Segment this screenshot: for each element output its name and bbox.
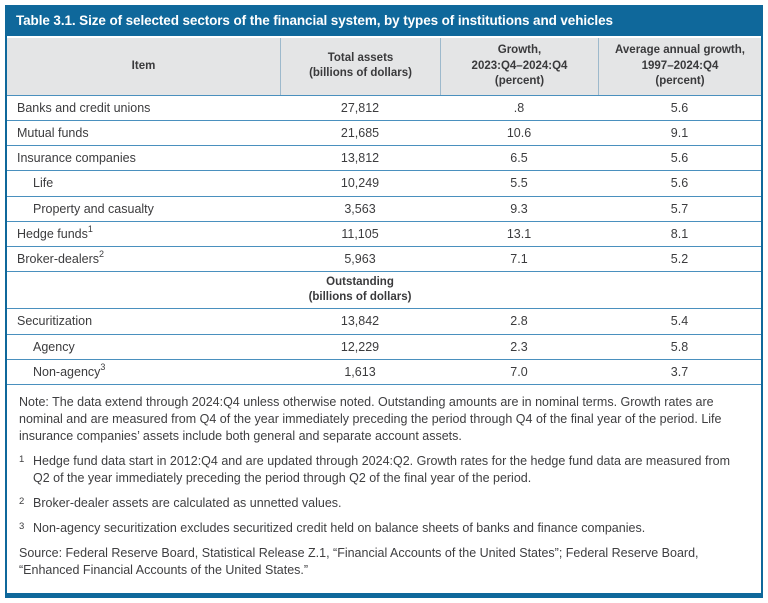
- table-row-property-casualty: Property and casualty 3,563 9.3 5.7: [7, 197, 761, 222]
- table-row-mutual-funds: Mutual funds 21,685 10.6 9.1: [7, 121, 761, 147]
- cell-total-assets: 21,685: [340, 126, 380, 141]
- footnote-marker: 2: [98, 248, 104, 259]
- cell-total-assets: 11,105: [341, 226, 379, 241]
- section-header-label: Outstanding (billions of dollars): [308, 275, 412, 304]
- cell-avg-growth: 5.6: [670, 176, 689, 191]
- row-label: Property and casualty: [33, 201, 154, 216]
- row-label: Hedge funds1: [17, 223, 93, 241]
- cell-total-assets: 12,229: [340, 339, 380, 354]
- footnote-1: 1 Hedge fund data start in 2012:Q4 and a…: [19, 453, 749, 487]
- footnote-2-marker: 2: [19, 495, 25, 507]
- cell-total-assets: 5,963: [344, 251, 376, 266]
- row-label: Non-agency3: [33, 361, 106, 379]
- footnote-marker: 3: [100, 361, 106, 372]
- cell-avg-growth: 5.6: [670, 151, 689, 166]
- cell-avg-growth: 5.7: [670, 201, 689, 216]
- cell-growth: 2.3: [510, 339, 528, 354]
- cell-growth: .8: [513, 100, 525, 115]
- cell-growth: 10.6: [506, 126, 532, 141]
- cell-total-assets: 13,812: [340, 151, 380, 166]
- cell-growth: 2.8: [510, 314, 528, 329]
- cell-growth: 6.5: [510, 151, 528, 166]
- column-header-avg-annual-growth: Average annual growth, 1997–2024:Q4 (per…: [598, 38, 761, 95]
- row-label: Mutual funds: [17, 126, 89, 141]
- cell-total-assets: 10,249: [340, 176, 380, 191]
- cell-growth: 7.1: [510, 251, 528, 266]
- footnote-marker: 1: [87, 223, 93, 234]
- cell-avg-growth: 5.6: [670, 100, 689, 115]
- column-header-item: Item: [131, 59, 156, 72]
- cell-total-assets: 3,563: [344, 201, 376, 216]
- note-paragraph: Note: The data extend through 2024:Q4 un…: [19, 394, 722, 443]
- table-section-outstanding: Outstanding (billions of dollars): [7, 272, 761, 310]
- footnote-3: 3 Non-agency securitization excludes sec…: [19, 520, 749, 537]
- column-header-growth: Growth, 2023:Q4–2024:Q4 (percent): [440, 38, 598, 95]
- table-row-life: Life 10,249 5.5 5.6: [7, 171, 761, 197]
- cell-growth: 9.3: [510, 201, 528, 216]
- cell-avg-growth: 5.4: [670, 314, 689, 329]
- table-row-non-agency: Non-agency3 1,613 7.0 3.7: [7, 360, 761, 385]
- cell-avg-growth: 9.1: [670, 126, 689, 141]
- cell-growth: 13.1: [506, 226, 532, 241]
- source-line: Source: Federal Reserve Board, Statistic…: [19, 545, 699, 577]
- footnote-2: 2 Broker-dealer assets are calculated as…: [19, 495, 749, 512]
- cell-avg-growth: 3.7: [670, 364, 689, 379]
- cell-total-assets: 27,812: [340, 100, 380, 115]
- row-label: Banks and credit unions: [17, 100, 151, 115]
- row-label: Life: [33, 176, 54, 191]
- footnote-1-text: Hedge fund data start in 2012:Q4 and are…: [33, 453, 730, 485]
- table-row-hedge-funds: Hedge funds1 11,105 13.1 8.1: [7, 222, 761, 247]
- footnote-2-text: Broker-dealer assets are calculated as u…: [33, 495, 342, 510]
- cell-growth: 5.5: [510, 176, 528, 191]
- table-header-row: Item Total assets (billions of dollars) …: [7, 38, 761, 96]
- row-label: Broker-dealers2: [17, 248, 104, 266]
- row-label: Insurance companies: [17, 151, 136, 166]
- footnote-3-text: Non-agency securitization excludes secur…: [33, 520, 646, 535]
- table-row-broker-dealers: Broker-dealers2 5,963 7.1 5.2: [7, 247, 761, 273]
- cell-growth: 7.0: [510, 364, 528, 379]
- cell-avg-growth: 8.1: [670, 226, 689, 241]
- cell-avg-growth: 5.8: [670, 339, 689, 354]
- table-row-banks: Banks and credit unions 27,812 .8 5.6: [7, 96, 761, 121]
- row-label: Securitization: [17, 314, 93, 329]
- table-row-agency: Agency 12,229 2.3 5.8: [7, 335, 761, 360]
- footnote-3-marker: 3: [19, 520, 25, 532]
- cell-avg-growth: 5.2: [670, 251, 689, 266]
- financial-sectors-table: Table 3.1. Size of selected sectors of t…: [5, 5, 763, 598]
- column-header-total-assets: Total assets (billions of dollars): [280, 38, 440, 95]
- table-row-insurance: Insurance companies 13,812 6.5 5.6: [7, 146, 761, 172]
- cell-total-assets: 13,842: [340, 314, 380, 329]
- cell-total-assets: 1,613: [344, 364, 376, 379]
- footnote-1-marker: 1: [19, 453, 25, 465]
- table-title: Table 3.1. Size of selected sectors of t…: [7, 7, 761, 36]
- table-notes: Note: The data extend through 2024:Q4 un…: [7, 385, 761, 593]
- row-label: Agency: [33, 339, 75, 354]
- table-row-securitization: Securitization 13,842 2.8 5.4: [7, 309, 761, 335]
